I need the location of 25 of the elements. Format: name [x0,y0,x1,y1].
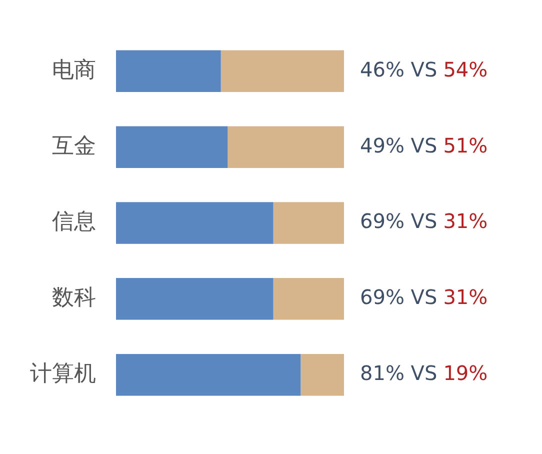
bar [273,202,344,244]
data-label: 31% [443,209,488,234]
bar [220,50,344,92]
data-label: 51% [443,133,488,158]
data-label: 69% VS [360,209,438,234]
data-label: 54% [443,57,488,82]
bar [300,354,344,396]
bar [116,50,221,92]
data-label: 46% VS [360,57,438,82]
bar [228,126,344,168]
y-tick-label: 计算机 [30,362,96,387]
y-tick-label: 数科 [52,286,96,311]
bar [116,278,274,320]
bar [116,202,274,244]
y-tick-label: 信息 [52,210,96,235]
data-label: 69% VS [360,285,438,310]
bar [273,278,344,320]
bar [116,126,228,168]
bar [116,354,301,396]
y-tick-label: 互金 [52,134,96,159]
data-label: 31% [443,285,488,310]
y-tick-label: 电商 [52,58,96,83]
data-label: 19% [443,361,488,386]
data-label: 81% VS [360,361,438,386]
data-label: 49% VS [360,133,438,158]
